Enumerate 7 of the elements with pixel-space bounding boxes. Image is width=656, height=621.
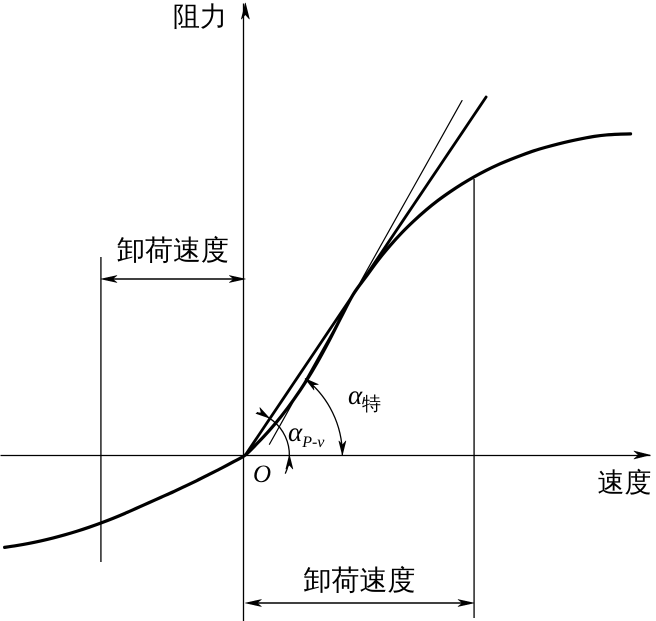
- annotation: α$_{P-v}$: [288, 417, 326, 451]
- annotation: 卸荷速度: [117, 236, 230, 266]
- x-axis-title: 速度: [598, 468, 652, 498]
- text: 卸荷速度: [304, 566, 416, 596]
- y-axis-title: 阻力: [173, 2, 227, 32]
- annotation: O: [253, 461, 272, 488]
- annotation: α$_{特}$: [348, 380, 382, 415]
